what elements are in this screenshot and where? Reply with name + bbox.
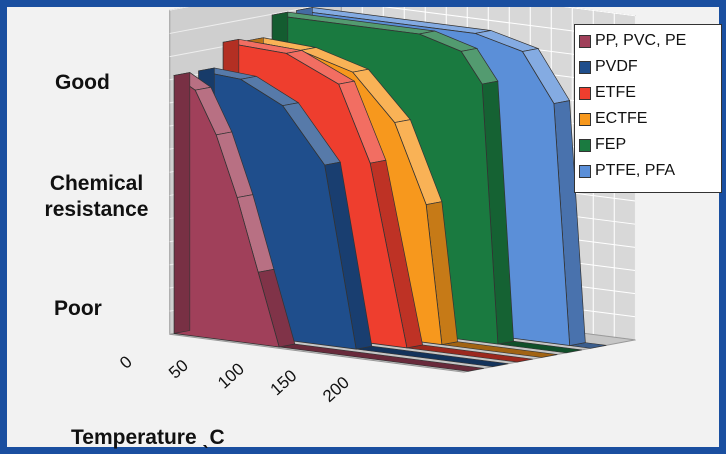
legend-label: ECTFE (595, 110, 648, 127)
legend-label: PTFE, PFA (595, 162, 676, 179)
legend-item: PP, PVC, PE (579, 28, 721, 54)
legend: PP, PVC, PE PVDF ETFE ECTFE FEP PTFE, PFA (574, 24, 722, 193)
x-tick-label: 50 (165, 356, 192, 383)
legend-label: FEP (595, 136, 627, 153)
y-axis-label: Chemical resistance (44, 172, 149, 221)
legend-swatch (579, 86, 591, 100)
legend-item: ECTFE (579, 106, 721, 132)
legend-item: PTFE, PFA (579, 158, 721, 184)
legend-item: ETFE (579, 80, 721, 106)
legend-swatch (579, 164, 591, 178)
legend-label: PP, PVC, PE (595, 32, 687, 49)
legend-item: FEP (579, 132, 721, 158)
legend-swatch (579, 60, 591, 74)
x-tick-label: 100 (214, 359, 248, 392)
chart-panel: 0 50 100 150 200 Good Chemical resistance Po… (7, 7, 722, 449)
chart-canvas: 0 50 100 150 200 (116, 7, 636, 406)
legend-swatch (579, 138, 591, 152)
legend-item: PVDF (579, 54, 721, 80)
series-area-front (173, 74, 280, 348)
legend-label: ETFE (595, 84, 636, 101)
legend-label: PVDF (595, 58, 638, 75)
grid-line-horizontal (562, 7, 636, 17)
y-tick-label-good: Good (55, 71, 110, 94)
x-tick-label: 0 (116, 352, 136, 372)
y-tick-label-poor: Poor (54, 297, 102, 320)
series-side-cap (173, 72, 191, 334)
x-tick-label: 150 (267, 366, 301, 399)
x-axis-label: Temperature ˎC (71, 426, 225, 449)
legend-swatch (579, 112, 591, 126)
legend-swatch (579, 34, 591, 48)
side-grid-line (169, 7, 314, 34)
x-tick-label: 200 (319, 373, 353, 406)
